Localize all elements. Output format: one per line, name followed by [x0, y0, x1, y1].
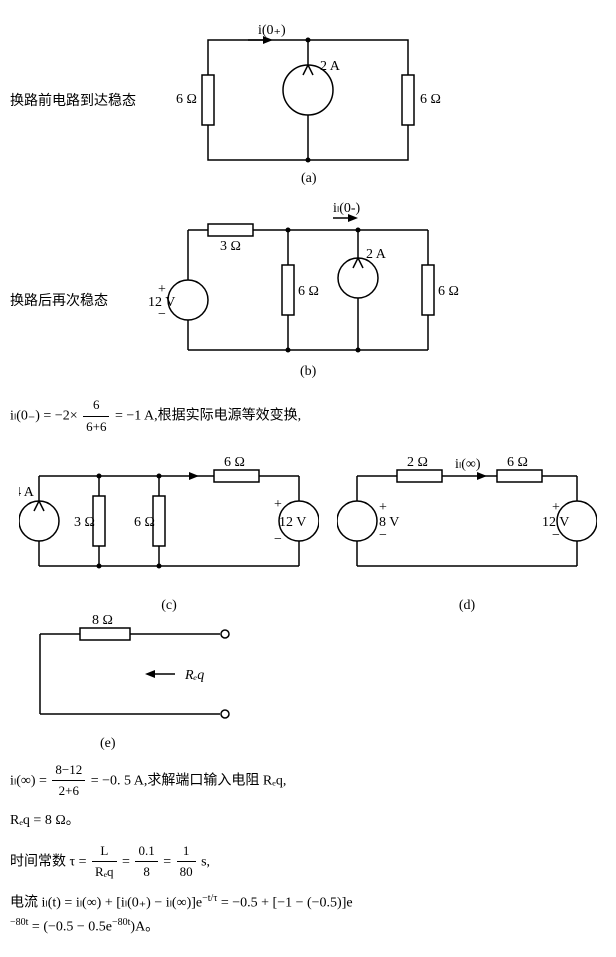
eq1-suffix: = −1 A,根据实际电源等效变换,	[115, 409, 301, 424]
svg-text:6 Ω: 6 Ω	[507, 456, 528, 470]
equation-1: iₗ(0₋) = −2× 6 6+6 = −1 A,根据实际电源等效变换,	[10, 395, 606, 438]
equation-4: 时间常数 τ = LRₑq = 0.18 = 180 s,	[10, 841, 606, 884]
eq2-suffix: = −0. 5 A,求解端口输入电阻 Rₑq,	[91, 773, 287, 788]
svg-text:8 Ω: 8 Ω	[92, 614, 113, 628]
svg-text:3 Ω: 3 Ω	[220, 239, 241, 254]
r-left-a: 6 Ω	[176, 92, 197, 107]
svg-text:−: −	[379, 528, 387, 543]
isrc-a: 2 A	[320, 59, 341, 74]
svg-text:6 Ω: 6 Ω	[224, 456, 245, 470]
svg-text:+: +	[552, 500, 560, 515]
svg-text:iₗ(0-): iₗ(0-)	[333, 201, 361, 216]
side-text-a: 换路前电路到达稳态	[10, 90, 136, 110]
svg-text:12 V: 12 V	[279, 515, 306, 530]
svg-text:4 A: 4 A	[19, 485, 35, 500]
circuit-a: i(0₊) 2 A 6 Ω 6 Ω (a)	[158, 20, 458, 190]
svg-text:12 V: 12 V	[148, 295, 175, 310]
svg-text:6 Ω: 6 Ω	[298, 284, 319, 299]
circuit-b: + − 12 V 6 Ω 2 A 6 Ω 3 Ω iₗ(0-) (b)	[148, 200, 468, 385]
svg-text:2 A: 2 A	[366, 247, 387, 262]
caption-a: (a)	[301, 171, 317, 186]
svg-text:(b): (b)	[300, 364, 317, 379]
svg-text:+: +	[379, 500, 387, 515]
eq2-frac: 8−12 2+6	[52, 760, 85, 803]
svg-text:+: +	[274, 497, 282, 512]
svg-text:8 V: 8 V	[379, 515, 399, 530]
r-right-a: 6 Ω	[420, 92, 441, 107]
circuit-e: 8 Ω Rₑq	[30, 614, 250, 734]
svg-text:3 Ω: 3 Ω	[74, 515, 95, 530]
side-text-b: 换路后再次稳态	[10, 290, 108, 310]
eq1-frac: 6 6+6	[83, 395, 109, 438]
caption-d: (d)	[459, 598, 475, 614]
svg-text:6 Ω: 6 Ω	[134, 515, 155, 530]
svg-text:Rₑq: Rₑq	[184, 668, 204, 683]
i-label-a: i(0₊)	[258, 23, 286, 38]
eq4-suffix: s,	[201, 854, 210, 869]
svg-text:12 V: 12 V	[542, 515, 569, 530]
svg-text:−: −	[274, 532, 282, 547]
caption-e: (e)	[100, 736, 116, 752]
svg-text:2 Ω: 2 Ω	[407, 456, 428, 470]
svg-text:iₗ(∞): iₗ(∞)	[455, 457, 481, 472]
equation-2: iₗ(∞) = 8−12 2+6 = −0. 5 A,求解端口输入电阻 Rₑq,	[10, 760, 606, 803]
equation-3: Rₑq = 8 Ω。	[10, 810, 606, 832]
svg-text:−: −	[552, 528, 560, 543]
circuit-c: 4 A 3 Ω 6 Ω 6 Ω + − 12 V	[19, 456, 319, 586]
eq4-prefix: 时间常数 τ =	[10, 854, 90, 869]
eq2-prefix: iₗ(∞) =	[10, 773, 50, 788]
circuit-d: 2 Ω 6 Ω iₗ(∞) + − 8 V + − 12 V	[337, 456, 597, 586]
equation-5: 电流 iₗ(t) = iₗ(∞) + [iₗ(0₊) − iₗ(∞)]e−t/τ…	[10, 891, 606, 939]
eq1-prefix: iₗ(0₋) = −2×	[10, 409, 78, 424]
caption-c: (c)	[161, 598, 177, 614]
svg-text:6 Ω: 6 Ω	[438, 284, 459, 299]
